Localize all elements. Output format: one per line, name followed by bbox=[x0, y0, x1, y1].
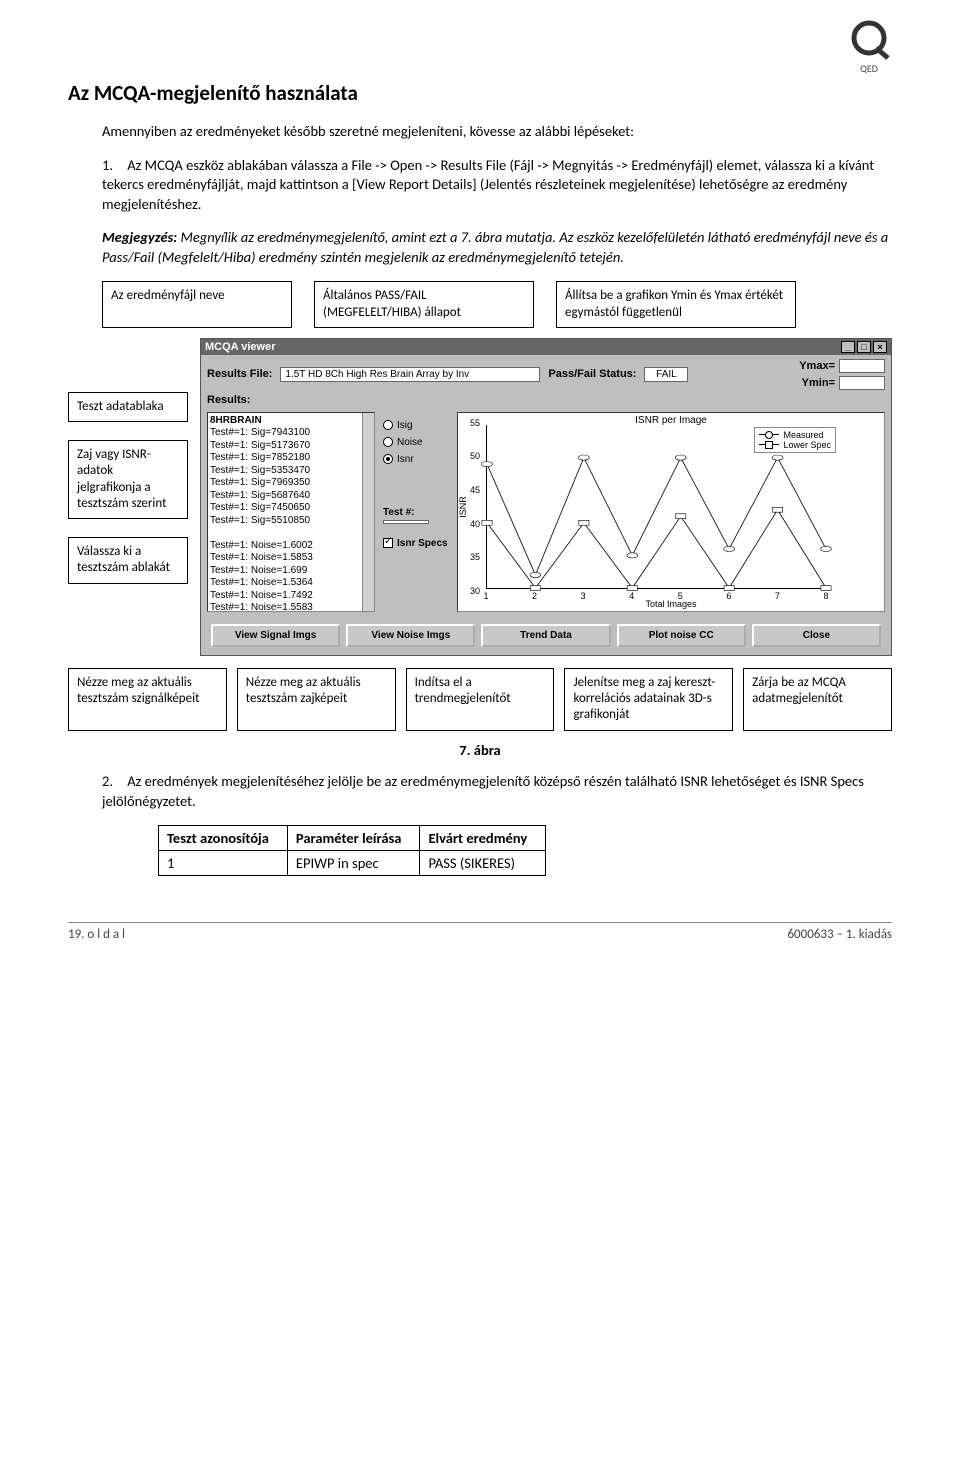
table-cell: PASS (SIKERES) bbox=[420, 851, 546, 876]
list-item[interactable]: Test#=1: Sig=7969350 bbox=[210, 477, 372, 490]
footer-left: 19. o l d a l bbox=[68, 927, 125, 942]
callout-noise-cc: Jelenítse meg a zaj kereszt-korrelációs … bbox=[564, 668, 733, 731]
step-1-text: Az MCQA eszköz ablakában válassza a File… bbox=[102, 156, 874, 213]
table-cell: EPIWP in spec bbox=[287, 851, 420, 876]
list-item[interactable]: Test#=1: Noise=1.5364 bbox=[210, 577, 372, 590]
mcqa-window: MCQA viewer _ □ × Results File: 1.5T HD … bbox=[200, 338, 892, 656]
callout-close: Zárja be az MCQA adatmegjelenítőt bbox=[743, 668, 892, 731]
table-cell: 1 bbox=[159, 851, 288, 876]
label-ymax: Ymax= bbox=[799, 360, 835, 372]
label-results-file: Results File: bbox=[207, 368, 272, 380]
list-item[interactable]: Test#=1: Sig=7943100 bbox=[210, 427, 372, 440]
footer-right: 6000633 – 1. kiadás bbox=[787, 927, 892, 942]
step-1-number: 1. bbox=[102, 156, 124, 176]
callout-view-signal: Nézze meg az aktuális tesztszám szignálk… bbox=[68, 668, 227, 731]
table-header: Teszt azonosítója bbox=[159, 826, 288, 851]
isnr-chart: ISNR per Image Measured Lower Spec ISNR … bbox=[457, 412, 885, 612]
ymax-input[interactable] bbox=[839, 359, 885, 373]
qed-logo: QED bbox=[846, 20, 892, 75]
callout-ymin-ymax: Állítsa be a grafikon Ymin és Ymax érték… bbox=[556, 281, 796, 328]
callout-test-datawindow: Teszt adatablaka bbox=[68, 392, 188, 422]
checkbox-isnr-specs[interactable]: Isnr Specs bbox=[383, 538, 451, 549]
list-item[interactable]: Test#=1: Noise=1.6002 bbox=[210, 540, 372, 553]
view-noise-imgs-button[interactable]: View Noise Imgs bbox=[346, 624, 475, 647]
close-icon[interactable]: × bbox=[873, 341, 887, 353]
callout-resultfile-name: Az eredményfájl neve bbox=[102, 281, 292, 328]
list-item[interactable]: Test#=1: Sig=5687640 bbox=[210, 490, 372, 503]
figure-caption: 7. ábra bbox=[68, 741, 892, 761]
list-item[interactable]: Test#=1: Sig=7450650 bbox=[210, 502, 372, 515]
bottom-callouts: Nézze meg az aktuális tesztszám szignálk… bbox=[68, 668, 892, 731]
callout-isnr-graph: Zaj vagy ISNR-adatok jelgrafikonja a tes… bbox=[68, 440, 188, 519]
spec-table: Teszt azonosítója Paraméter leírása Elvá… bbox=[158, 825, 546, 876]
list-header: 8HRBRAIN bbox=[210, 415, 372, 428]
page-heading: Az MCQA-megjelenítő használata bbox=[68, 80, 892, 106]
table-row: 1 EPIWP in spec PASS (SIKERES) bbox=[159, 851, 546, 876]
list-item[interactable] bbox=[210, 527, 372, 540]
label-testnum: Test #: bbox=[383, 507, 415, 518]
list-item[interactable]: Test#=1: Noise=1.5853 bbox=[210, 552, 372, 565]
figure-7: Teszt adatablaka Zaj vagy ISNR-adatok je… bbox=[68, 338, 892, 656]
callout-trend: Indítsa el a trendmegjelenítőt bbox=[406, 668, 555, 731]
passfail-field: FAIL bbox=[644, 367, 688, 382]
step-2-number: 2. bbox=[102, 772, 124, 792]
minimize-icon[interactable]: _ bbox=[841, 341, 855, 353]
results-file-field: 1.5T HD 8Ch High Res Brain Array by Inv bbox=[280, 367, 540, 382]
testnum-input[interactable] bbox=[383, 520, 429, 524]
radio-isig[interactable]: Isig bbox=[383, 420, 451, 431]
table-header: Paraméter leírása bbox=[287, 826, 420, 851]
note-label: Megjegyzés: bbox=[102, 228, 177, 246]
chart-xlabel: Total Images bbox=[645, 599, 696, 609]
options-panel: Isig Noise Isnr Test #: Isnr Specs bbox=[381, 412, 451, 612]
table-row: Teszt azonosítója Paraméter leírása Elvá… bbox=[159, 826, 546, 851]
button-row: View Signal Imgs View Noise Imgs Trend D… bbox=[201, 616, 891, 655]
list-item[interactable]: Test#=1: Sig=5510850 bbox=[210, 515, 372, 528]
note: Megjegyzés: Megnyílik az eredménymegjele… bbox=[102, 228, 892, 267]
close-button[interactable]: Close bbox=[752, 624, 881, 647]
list-item[interactable]: Test#=1: Sig=5173670 bbox=[210, 440, 372, 453]
window-title: MCQA viewer bbox=[205, 341, 276, 353]
radio-isnr[interactable]: Isnr bbox=[383, 454, 451, 465]
step-2-text: Az eredmények megjelenítéséhez jelölje b… bbox=[102, 772, 864, 810]
note-body: Megnyílik az eredménymegjelenítő, amint … bbox=[102, 228, 888, 266]
view-signal-imgs-button[interactable]: View Signal Imgs bbox=[211, 624, 340, 647]
step-2: 2. Az eredmények megjelenítéséhez jelölj… bbox=[102, 772, 892, 811]
table-header: Elvárt eredmény bbox=[420, 826, 546, 851]
ymin-input[interactable] bbox=[839, 376, 885, 390]
logo-text: QED bbox=[860, 62, 878, 75]
label-ymin: Ymin= bbox=[802, 377, 835, 389]
results-list[interactable]: 8HRBRAIN Test#=1: Sig=7943100Test#=1: Si… bbox=[207, 412, 375, 612]
trend-data-button[interactable]: Trend Data bbox=[481, 624, 610, 647]
list-item[interactable]: Test#=1: Sig=7852180 bbox=[210, 452, 372, 465]
list-scrollbar[interactable] bbox=[362, 413, 374, 611]
callout-testnum-select: Válassza ki a tesztszám ablakát bbox=[68, 537, 188, 584]
step-1: 1. Az MCQA eszköz ablakában válassza a F… bbox=[102, 156, 892, 215]
window-titlebar: MCQA viewer _ □ × bbox=[201, 339, 891, 355]
intro-text: Amennyiben az eredményeket később szeret… bbox=[102, 122, 892, 142]
list-item[interactable]: Test#=1: Noise=1.5583 bbox=[210, 602, 372, 612]
plot-noise-cc-button[interactable]: Plot noise CC bbox=[617, 624, 746, 647]
top-callouts: Az eredményfájl neve Általános PASS/FAIL… bbox=[102, 281, 892, 328]
label-passfail: Pass/Fail Status: bbox=[548, 368, 636, 380]
list-item[interactable]: Test#=1: Noise=1.699 bbox=[210, 565, 372, 578]
maximize-icon[interactable]: □ bbox=[857, 341, 871, 353]
list-item[interactable]: Test#=1: Noise=1.7492 bbox=[210, 590, 372, 603]
callout-view-noise: Nézze meg az aktuális tesztszám zajképei… bbox=[237, 668, 396, 731]
radio-noise[interactable]: Noise bbox=[383, 437, 451, 448]
label-results: Results: bbox=[207, 394, 250, 406]
list-item[interactable]: Test#=1: Sig=5353470 bbox=[210, 465, 372, 478]
callout-passfail: Általános PASS/FAIL (MEGFELELT/HIBA) áll… bbox=[314, 281, 534, 328]
page-footer: 19. o l d a l 6000633 – 1. kiadás bbox=[68, 922, 892, 942]
